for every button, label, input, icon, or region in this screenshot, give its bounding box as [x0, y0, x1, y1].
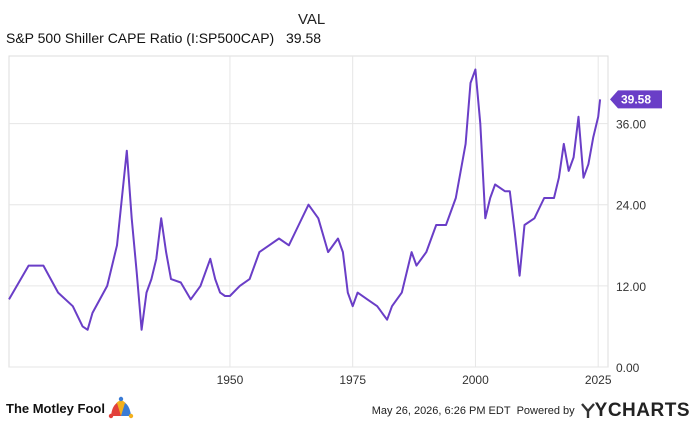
- y-tick-label: 0.00: [616, 361, 640, 375]
- jester-cap-icon: [108, 396, 134, 419]
- footer-credits: May 26, 2026, 6:26 PM EDT Powered by YCH…: [372, 400, 690, 422]
- x-tick-label: 1975: [339, 373, 366, 387]
- timestamp: May 26, 2026, 6:26 PM EDT: [371, 405, 511, 417]
- cape-line-chart: 0.00 12.00 24.00 36.00 1950 1975 2000 2025 39.58: [8, 55, 662, 387]
- y-tick-label: 12.00: [616, 280, 646, 294]
- value-column-header: VAL: [298, 11, 326, 28]
- current-value-tag: [610, 90, 662, 109]
- series-current-value: 39.58: [286, 30, 322, 46]
- x-tick-label: 2000: [462, 373, 489, 387]
- y-tick-label: 24.00: [616, 199, 646, 213]
- current-value-label: 39.58: [621, 92, 651, 106]
- motley-fool-wordmark: The Motley Fool: [6, 400, 105, 416]
- ycharts-logo-icon: [580, 403, 595, 418]
- x-tick-label: 2025: [585, 373, 612, 387]
- plot-frame: [8, 55, 609, 368]
- cape-series-line: [8, 68, 602, 331]
- legend-row: S&P 500 Shiller CAPE Ratio (I:SP500CAP) …: [6, 30, 326, 50]
- powered-by-label: Powered by: [516, 405, 575, 417]
- motley-fool-brand: The Motley Fool: [6, 396, 134, 420]
- series-name: S&P 500 Shiller CAPE Ratio (I:SP500CAP): [6, 30, 275, 46]
- ycharts-logo: YCHARTS: [580, 400, 690, 422]
- y-tick-label: 36.00: [616, 118, 646, 132]
- x-tick-label: 1950: [217, 373, 244, 387]
- ycharts-wordmark: YCHARTS: [594, 400, 690, 421]
